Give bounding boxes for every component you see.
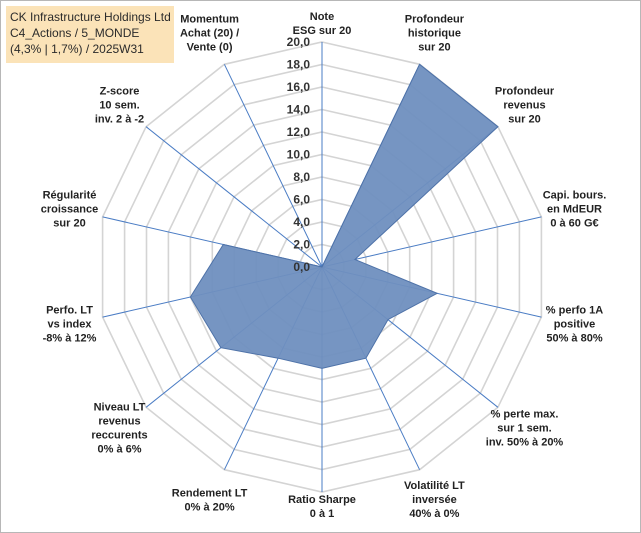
title-line-2: C4_Actions / 5_MONDE [10, 26, 140, 40]
axis-label-line: Momentum [180, 14, 239, 26]
tick-label: 0,0 [293, 260, 310, 274]
axis-label-line: 0% à 6% [97, 444, 141, 456]
axis-label: Capi. bours. en MdEUR 0 à 60 G€ [543, 189, 607, 229]
axis-label-line: en MdEUR [547, 203, 602, 215]
axis-label-line: Perfo. LT [46, 305, 93, 317]
title-line-3: (4,3% | 1,7%) / 2025W31 [10, 42, 144, 56]
series-area [189, 63, 499, 369]
tick-label: 12,0 [287, 125, 311, 139]
tick-label: 16,0 [287, 80, 311, 94]
axis-label: Volatilité LT inversée 40% à 0% [404, 480, 465, 520]
axis-label: Profondeur revenus sur 20 [495, 86, 555, 126]
axis-label-line: Capi. bours. [543, 189, 607, 201]
tick-label: 4,0 [293, 215, 310, 229]
axis-label-line: inv. 2 à -2 [95, 114, 144, 126]
axis-label-line: Rendement LT [172, 487, 248, 499]
axis-label-line: sur 20 [53, 217, 85, 229]
axis-label-line: 0 à 1 [310, 508, 334, 520]
axis-label-line: inversée [412, 494, 457, 506]
axis-label: Rendement LT 0% à 20% [172, 487, 248, 513]
axis-label-line: Z-score [100, 86, 140, 98]
axis-label-line: reccurents [91, 430, 147, 442]
axis-label-line: 0% à 20% [185, 501, 235, 513]
axis-label: % perfo 1A positive 50% à 80% [546, 305, 604, 345]
title-box: CK Infrastructure Holdings Ltd C4_Action… [6, 6, 174, 63]
tick-label: 20,0 [287, 35, 311, 49]
axis-label: Niveau LT revenus reccurents 0% à 6% [91, 402, 147, 456]
axis-label-line: Note [310, 11, 334, 23]
axis-label-line: positive [554, 319, 596, 331]
tick-label: 18,0 [287, 58, 311, 72]
axis-label-line: sur 20 [508, 114, 540, 126]
axis-label-line: Profondeur [495, 86, 555, 98]
axis-label: Perfo. LT vs index -8% à 12% [43, 305, 97, 345]
axis-labels: Note ESG sur 20 Profondeur historique sur 20… [41, 11, 607, 520]
tick-label: 8,0 [293, 170, 310, 184]
axis-label: Z-score 10 sem. inv. 2 à -2 [95, 86, 144, 126]
axis-label: Note ESG sur 20 [293, 11, 352, 37]
tick-label: 14,0 [287, 103, 311, 117]
axis-spoke [223, 64, 323, 268]
tick-label: 10,0 [287, 148, 311, 162]
axis-label-line: historique [408, 28, 461, 40]
axis-label-line: % perfo 1A [546, 305, 604, 317]
tick-label: 6,0 [293, 193, 310, 207]
axis-label-line: ESG sur 20 [293, 25, 352, 37]
title-line-1: CK Infrastructure Holdings Ltd [10, 10, 171, 24]
axis-label-line: 40% à 0% [409, 508, 459, 520]
axis-label-line: Niveau LT [94, 402, 146, 414]
axis-label-line: Profondeur [405, 14, 465, 26]
tick-label: 2,0 [293, 238, 310, 252]
axis-label-line: Volatilité LT [404, 480, 465, 492]
axis-spoke [145, 126, 323, 268]
axis-label-line: % perte max. [491, 409, 559, 421]
axis-label-line: vs index [47, 319, 92, 331]
axis-label-line: 10 sem. [99, 100, 139, 112]
series-polygon [189, 63, 499, 369]
axis-label-line: Régularité [43, 189, 97, 201]
axis-label-line: 0 à 60 G€ [550, 217, 598, 229]
axis-label: % perte max. sur 1 sem. inv. 50% à 20% [486, 409, 564, 449]
axis-label-line: Ratio Sharpe [288, 494, 356, 506]
axis-label-line: croissance [41, 203, 98, 215]
axis-label-line: sur 20 [418, 42, 450, 54]
axis-label-line: sur 1 sem. [497, 423, 551, 435]
tick-labels: 0,0 2,0 4,0 6,0 8,0 10,0 12,0 14,0 16,0 18,0 20,0 [287, 35, 311, 274]
axis-label-line: 50% à 80% [546, 333, 602, 345]
axis-label-line: Achat (20) / [180, 28, 239, 40]
axis-label-line: inv. 50% à 20% [486, 437, 564, 449]
axis-label-line: -8% à 12% [43, 333, 97, 345]
axis-label-line: revenus [98, 416, 140, 428]
axis-spoke [321, 216, 542, 268]
axis-label: Ratio Sharpe 0 à 1 [288, 494, 356, 520]
axis-label: Régularité croissance sur 20 [41, 189, 98, 229]
axis-label: Momentum Achat (20) / Vente (0) [180, 14, 239, 54]
axis-label-line: revenus [503, 100, 545, 112]
axis-label: Profondeur historique sur 20 [405, 14, 465, 54]
axis-label-line: Vente (0) [187, 42, 233, 54]
